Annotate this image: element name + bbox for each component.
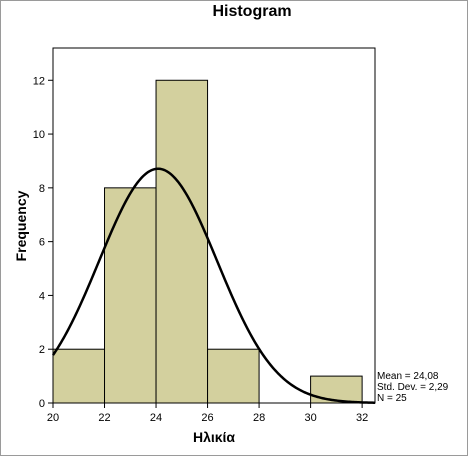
y-tick-label: 10 [33, 129, 45, 141]
stat-std-dev: Std. Dev. = 2,29 [377, 382, 449, 393]
histogram-bar-30-32 [310, 375, 363, 404]
chart-title: Histogram [212, 3, 291, 20]
x-tick-label: 28 [253, 412, 265, 424]
x-tick-label: 30 [304, 412, 316, 424]
y-tick-label: 2 [39, 344, 45, 356]
histogram-bar-26-28 [207, 348, 260, 404]
x-tick-label: 22 [98, 412, 110, 424]
x-axis-ticks: 20 22 24 26 28 30 32 [47, 403, 368, 424]
x-tick-label: 20 [47, 412, 59, 424]
x-axis-title: Ηλικία [193, 429, 235, 445]
y-tick-label: 0 [39, 398, 45, 410]
y-tick-label: 12 [33, 75, 45, 87]
x-tick-label: 26 [201, 412, 213, 424]
y-tick-label: 6 [39, 237, 45, 249]
histogram-bars [52, 79, 363, 404]
y-axis-title: Frequency [13, 190, 29, 261]
normal-curve [51, 167, 376, 404]
histogram-bar-20-22 [52, 348, 106, 404]
histogram-bar-22-24 [104, 187, 157, 404]
x-tick-label: 32 [356, 412, 368, 424]
stat-n: N = 25 [377, 393, 407, 404]
y-axis-ticks: 0 2 4 6 8 10 12 [33, 75, 53, 410]
stat-mean: Mean = 24,08 [377, 371, 439, 382]
y-tick-label: 4 [39, 290, 45, 302]
x-tick-label: 24 [150, 412, 162, 424]
histogram-bar-24-26 [155, 79, 209, 404]
y-tick-label: 8 [39, 183, 45, 195]
